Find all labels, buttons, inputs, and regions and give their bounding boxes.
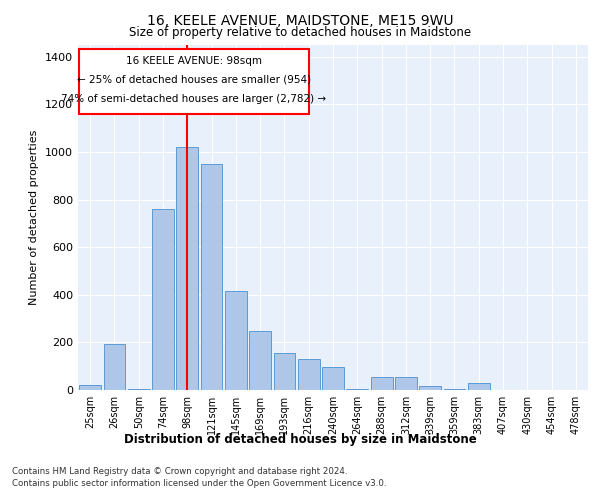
Bar: [79, 385, 101, 390]
Bar: [249, 331, 271, 390]
Text: 74% of semi-detached houses are larger (2,782) →: 74% of semi-detached houses are larger (…: [61, 94, 326, 104]
Bar: [322, 368, 344, 390]
Y-axis label: Number of detached properties: Number of detached properties: [29, 130, 40, 305]
FancyBboxPatch shape: [79, 48, 309, 114]
Bar: [104, 344, 125, 390]
Bar: [128, 389, 149, 390]
Bar: [274, 353, 295, 390]
Bar: [298, 359, 320, 390]
Bar: [419, 386, 441, 390]
Bar: [176, 148, 198, 390]
Text: Distribution of detached houses by size in Maidstone: Distribution of detached houses by size …: [124, 432, 476, 446]
Bar: [443, 389, 466, 390]
Bar: [200, 164, 223, 390]
Text: 16, KEELE AVENUE, MAIDSTONE, ME15 9WU: 16, KEELE AVENUE, MAIDSTONE, ME15 9WU: [147, 14, 453, 28]
Text: Contains public sector information licensed under the Open Government Licence v3: Contains public sector information licen…: [12, 479, 386, 488]
Bar: [395, 377, 417, 390]
Text: 16 KEELE AVENUE: 98sqm: 16 KEELE AVENUE: 98sqm: [126, 56, 262, 66]
Text: Contains HM Land Registry data © Crown copyright and database right 2024.: Contains HM Land Registry data © Crown c…: [12, 468, 347, 476]
Bar: [468, 384, 490, 390]
Bar: [225, 292, 247, 390]
Bar: [371, 377, 392, 390]
Bar: [152, 209, 174, 390]
Bar: [346, 389, 368, 390]
Text: ← 25% of detached houses are smaller (954): ← 25% of detached houses are smaller (95…: [77, 74, 311, 85]
Text: Size of property relative to detached houses in Maidstone: Size of property relative to detached ho…: [129, 26, 471, 39]
